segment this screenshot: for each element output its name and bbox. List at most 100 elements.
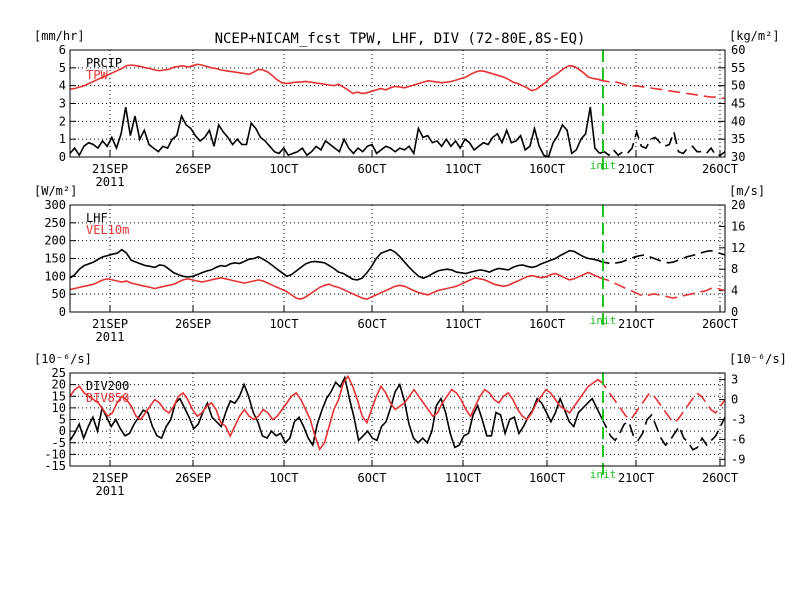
y-left-tick-label: 0 xyxy=(59,305,66,319)
x-tick-label: 1OCT xyxy=(270,317,299,331)
series-line-div200 xyxy=(69,375,603,449)
right-axis-unit: [10⁻⁶/s] xyxy=(729,352,787,366)
y-left-tick-label: 5 xyxy=(59,413,66,427)
y-right-tick-label: 40 xyxy=(731,114,745,128)
y-left-tick-label: 1 xyxy=(59,132,66,146)
plot-frame xyxy=(69,204,726,313)
y-left-tick-label: 20 xyxy=(52,378,66,392)
x-tick-label: 26SEP xyxy=(175,471,211,485)
y-left-tick-label: -5 xyxy=(52,436,66,450)
y-left-tick-label: 3 xyxy=(59,97,66,111)
y-right-tick-label: 3 xyxy=(731,373,738,387)
x-tick-label: 21SEP xyxy=(92,162,128,176)
y-left-tick-label: 25 xyxy=(52,366,66,380)
y-right-tick-label: 35 xyxy=(731,132,745,146)
forecast-line-vel10m xyxy=(597,275,726,299)
x-tick-label: 26OCT xyxy=(702,162,738,176)
legend-prcip: PRCIP xyxy=(86,56,122,70)
y-right-tick-label: 0 xyxy=(731,393,738,407)
y-right-tick-label: 0 xyxy=(731,305,738,319)
panel-top xyxy=(69,49,726,171)
legend-vel10m: VEL10m xyxy=(86,223,129,237)
y-right-tick-label: 55 xyxy=(731,61,745,75)
init-label: init xyxy=(590,314,617,327)
y-left-tick-label: 100 xyxy=(44,269,66,283)
x-tick-label: 21OCT xyxy=(618,471,654,485)
panel-middle xyxy=(69,204,726,326)
x-tick-label: 21SEP xyxy=(92,471,128,485)
forecast-line-lhf xyxy=(597,249,726,265)
x-tick-label: 26SEP xyxy=(175,162,211,176)
x-year-label: 2011 xyxy=(96,330,125,344)
series-line-lhf xyxy=(69,248,603,281)
chart-title: NCEP+NICAM_fcst TPW, LHF, DIV (72-80E,8S… xyxy=(215,31,586,47)
y-right-tick-label: -9 xyxy=(731,452,745,466)
y-right-tick-label: 30 xyxy=(731,150,745,164)
x-tick-label: 21OCT xyxy=(618,317,654,331)
y-right-tick-label: -3 xyxy=(731,413,745,427)
right-axis-unit: [m/s] xyxy=(729,184,765,198)
x-tick-label: 6OCT xyxy=(358,317,387,331)
series-line-div850 xyxy=(69,374,603,452)
series-line-prcip xyxy=(69,106,601,159)
x-tick-label: 26SEP xyxy=(175,317,211,331)
y-right-tick-label: 45 xyxy=(731,97,745,111)
x-year-label: 2011 xyxy=(96,484,125,498)
y-right-tick-label: 4 xyxy=(731,284,738,298)
forecast-line-div200 xyxy=(600,413,726,451)
y-left-tick-label: 2 xyxy=(59,114,66,128)
x-tick-label: 21SEP xyxy=(92,317,128,331)
x-tick-label: 26OCT xyxy=(702,317,738,331)
legend-lhf: LHF xyxy=(86,211,108,225)
left-axis-unit: [mm/hr] xyxy=(34,29,85,43)
x-tick-label: 11OCT xyxy=(445,471,481,485)
legend-div200: DIV200 xyxy=(86,379,129,393)
y-left-tick-label: 50 xyxy=(52,287,66,301)
series-line-tpw xyxy=(69,63,603,95)
y-right-tick-label: 12 xyxy=(731,241,745,255)
x-tick-label: 1OCT xyxy=(270,471,299,485)
x-tick-label: 26OCT xyxy=(702,471,738,485)
y-left-tick-label: 250 xyxy=(44,216,66,230)
y-left-tick-label: 0 xyxy=(59,150,66,164)
x-tick-label: 6OCT xyxy=(358,162,387,176)
legend-tpw: TPW xyxy=(86,68,108,82)
y-right-tick-label: 16 xyxy=(731,219,745,233)
forecast-line-div850 xyxy=(597,378,726,424)
y-left-tick-label: 15 xyxy=(52,389,66,403)
x-tick-label: 11OCT xyxy=(445,162,481,176)
y-left-tick-label: 0 xyxy=(59,424,66,438)
x-tick-label: 1OCT xyxy=(270,162,299,176)
y-left-tick-label: -10 xyxy=(44,447,66,461)
init-label: init xyxy=(590,468,617,481)
x-tick-label: 11OCT xyxy=(445,317,481,331)
legend-div850: DIV850 xyxy=(86,391,129,405)
x-tick-label: 16OCT xyxy=(529,471,565,485)
y-right-tick-label: 60 xyxy=(731,43,745,57)
x-year-label: 2011 xyxy=(96,175,125,189)
panel-bottom xyxy=(69,372,726,480)
series-line-vel10m xyxy=(69,271,603,301)
y-left-tick-label: 6 xyxy=(59,43,66,57)
right-axis-unit: [kg/m²] xyxy=(729,29,780,43)
y-right-tick-label: -6 xyxy=(731,432,745,446)
y-left-tick-label: -15 xyxy=(44,459,66,473)
left-axis-unit: [10⁻⁶/s] xyxy=(34,352,92,366)
plot-frame xyxy=(69,372,726,467)
x-tick-label: 21OCT xyxy=(618,162,654,176)
forecast-line-prcip xyxy=(599,129,726,157)
x-tick-label: 16OCT xyxy=(529,317,565,331)
plot-frame xyxy=(69,49,726,158)
y-left-tick-label: 10 xyxy=(52,401,66,415)
x-tick-label: 16OCT xyxy=(529,162,565,176)
y-right-tick-label: 50 xyxy=(731,79,745,93)
x-tick-label: 6OCT xyxy=(358,471,387,485)
init-label: init xyxy=(590,159,617,172)
forecast-line-tpw xyxy=(597,78,726,100)
y-left-tick-label: 200 xyxy=(44,234,66,248)
y-right-tick-label: 20 xyxy=(731,198,745,212)
y-left-tick-label: 4 xyxy=(59,79,66,93)
y-right-tick-label: 8 xyxy=(731,262,738,276)
